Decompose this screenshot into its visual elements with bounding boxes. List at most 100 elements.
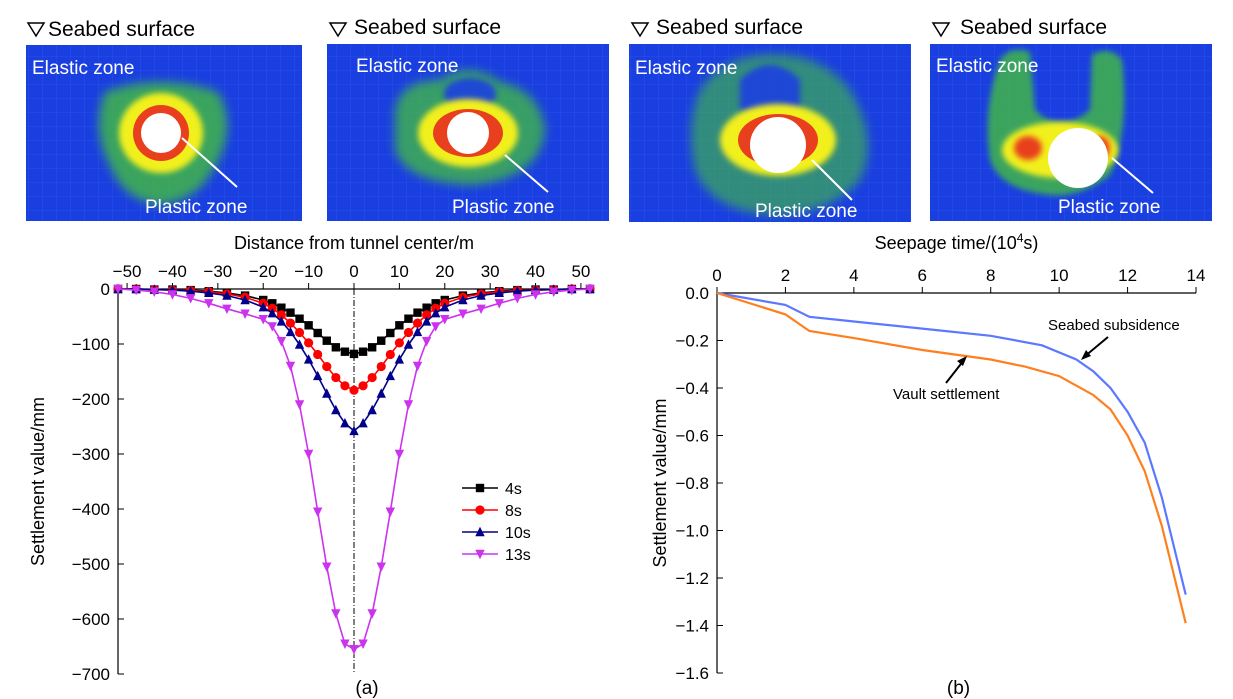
tunnel-opening xyxy=(447,112,489,154)
data-point-10s xyxy=(440,301,450,312)
data-point-4s xyxy=(277,303,286,312)
seabed-marker-icon xyxy=(931,22,951,38)
data-point-4s xyxy=(313,328,322,338)
seabed-surface-label: Seabed surface xyxy=(48,18,195,41)
plastic-zone-label: Plastic zone xyxy=(1058,197,1160,218)
data-point-8s xyxy=(340,381,350,391)
data-point-10s xyxy=(340,418,350,428)
data-point-8s xyxy=(394,338,404,348)
data-point-10s xyxy=(294,339,305,349)
x-tick-label: 12 xyxy=(1118,266,1137,285)
x-axis-title: Seepage time/(104s) xyxy=(875,231,1039,253)
y-tick-label: −1.0 xyxy=(675,522,709,541)
annotation-seabed-subsidence: Seabed subsidence xyxy=(1048,317,1180,334)
elastic-zone-label: Elastic zone xyxy=(356,56,458,77)
data-point-13s xyxy=(494,299,504,309)
data-point-4s xyxy=(422,303,431,312)
legend-label: 4s xyxy=(505,481,522,498)
data-point-8s xyxy=(376,361,386,372)
series-line-seabed-subsidence xyxy=(716,291,1187,595)
data-point-13s xyxy=(476,304,486,314)
data-point-13s xyxy=(276,337,287,347)
data-point-10s xyxy=(349,425,359,436)
data-point-10s xyxy=(367,404,377,415)
y-tick-label: −400 xyxy=(72,500,110,519)
data-point-8s xyxy=(367,372,377,383)
data-point-13s xyxy=(267,322,278,332)
plastic-pointer xyxy=(811,159,853,201)
x-tick-label: 4 xyxy=(849,266,858,285)
data-point-13s xyxy=(403,400,414,410)
elastic-zone-label: Elastic zone xyxy=(635,58,737,79)
data-point-13s xyxy=(222,304,232,314)
x-tick-label: 14 xyxy=(1187,266,1206,285)
seabed-surface-label: Seabed surface xyxy=(354,16,501,39)
data-point-10s xyxy=(285,326,296,337)
y-axis-title: Settlement value/mm xyxy=(650,398,670,567)
data-point-4s xyxy=(349,349,359,359)
data-point-13s xyxy=(258,315,268,325)
data-point-13s xyxy=(285,361,296,372)
legend-marker xyxy=(475,549,485,560)
data-point-13s xyxy=(167,290,178,300)
data-point-10s xyxy=(385,370,396,381)
legend-marker xyxy=(475,505,485,515)
data-point-8s xyxy=(313,349,323,360)
x-tick-label: −50 xyxy=(113,262,142,281)
data-point-4s xyxy=(367,343,377,352)
data-point-10s xyxy=(267,308,278,318)
data-point-13s xyxy=(331,609,341,619)
data-point-10s xyxy=(494,287,504,298)
data-point-8s xyxy=(412,318,423,328)
data-point-13s xyxy=(567,285,577,296)
data-point-8s xyxy=(422,310,432,320)
data-point-13s xyxy=(349,645,359,655)
plastic-zone-label: Plastic zone xyxy=(452,197,554,218)
y-tick-label: −200 xyxy=(72,390,110,409)
data-point-13s xyxy=(294,400,305,410)
arch-hole xyxy=(740,65,800,115)
data-point-10s xyxy=(421,316,432,326)
data-point-13s xyxy=(312,507,323,517)
contour-panel-4: Seabed surface Elastic zone Plastic zone xyxy=(930,16,1212,221)
data-point-13s xyxy=(240,309,250,319)
y-tick-label: −0.6 xyxy=(675,427,709,446)
x-tick-label: −30 xyxy=(203,262,232,281)
contour-panel-1: Seabed surface Elastic zone Plastic zone xyxy=(26,18,302,221)
tunnel-opening xyxy=(1048,128,1108,188)
data-point-8s xyxy=(294,327,305,338)
x-tick-label: 0 xyxy=(349,262,358,281)
data-point-4s xyxy=(404,314,413,323)
data-point-13s xyxy=(149,287,160,297)
data-point-8s xyxy=(322,361,332,372)
caption-b: (b) xyxy=(947,678,970,699)
data-point-8s xyxy=(285,318,296,328)
data-point-13s xyxy=(548,287,559,297)
data-point-4s xyxy=(295,314,304,323)
data-point-10s xyxy=(512,286,523,296)
data-point-13s xyxy=(113,284,123,295)
y-tick-label: −0.8 xyxy=(675,474,709,493)
x-tick-label: 10 xyxy=(1050,266,1069,285)
y-tick-label: −0.2 xyxy=(675,332,709,351)
elastic-zone-label: Elastic zone xyxy=(936,56,1038,77)
data-point-4s xyxy=(377,336,386,345)
data-point-8s xyxy=(276,310,286,320)
data-point-10s xyxy=(458,294,468,305)
data-point-10s xyxy=(204,287,214,298)
y-tick-label: −500 xyxy=(72,555,110,574)
chart-a-settlement-profile: Distance from tunnel center/m −50 −40 −30 −2… xyxy=(28,233,595,699)
annotation-arrowhead xyxy=(1081,350,1091,360)
x-tick-label: 20 xyxy=(435,262,454,281)
data-point-13s xyxy=(530,290,541,300)
data-point-10s xyxy=(376,388,386,398)
y-tick-label: 0.0 xyxy=(685,284,709,303)
data-point-8s xyxy=(304,338,314,348)
data-point-4s xyxy=(413,308,422,317)
data-point-4s xyxy=(395,321,404,330)
data-point-13s xyxy=(440,315,450,325)
data-point-8s xyxy=(403,327,414,338)
data-point-4s xyxy=(340,347,350,356)
x-tick-label: 50 xyxy=(571,262,590,281)
